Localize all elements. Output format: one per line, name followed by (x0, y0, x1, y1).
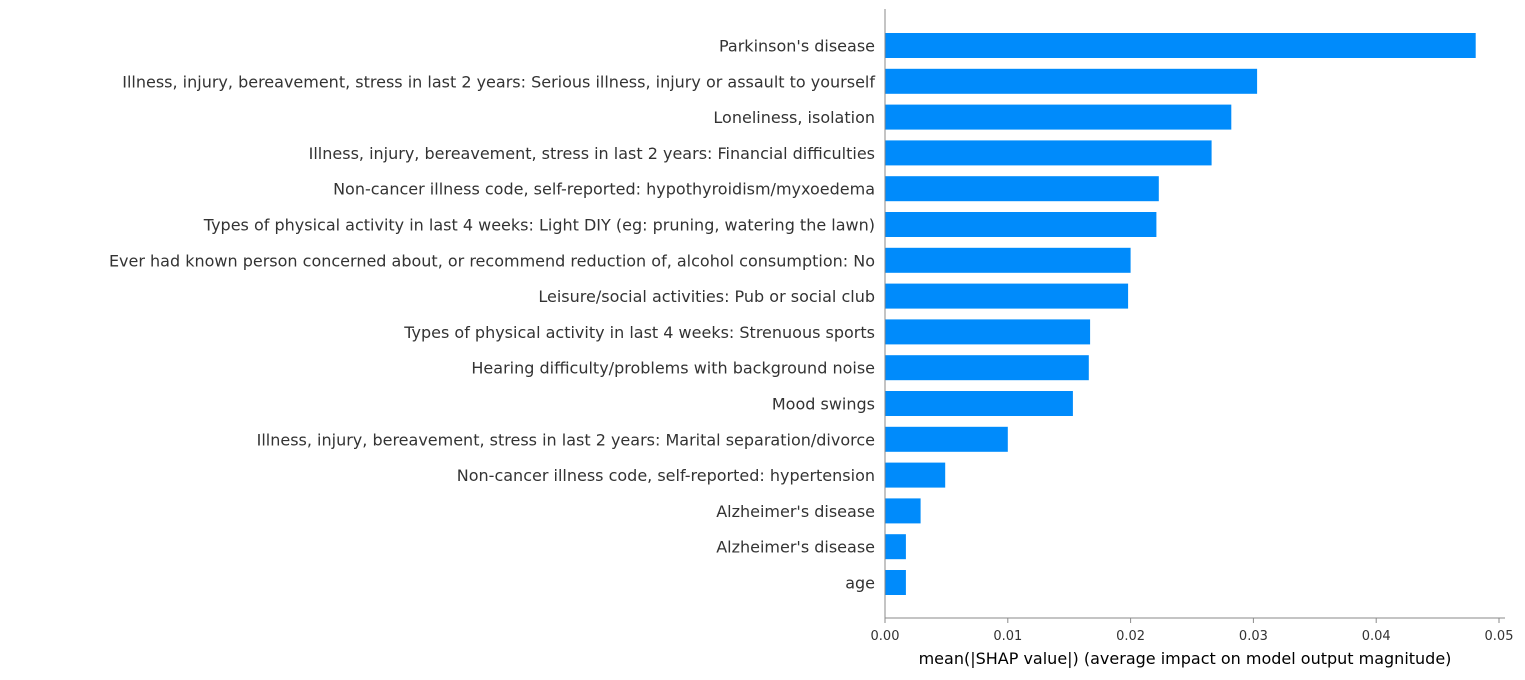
x-tick-label-1: 0.01 (993, 629, 1022, 644)
bar-7 (885, 283, 1129, 309)
bar-8 (885, 319, 1091, 345)
bar-10 (885, 391, 1073, 416)
category-label-13: Alzheimer's disease (716, 502, 875, 521)
category-label-12: Non-cancer illness code, self-reported: … (457, 466, 875, 485)
bar-14 (885, 534, 906, 560)
category-label-6: Ever had known person concerned about, o… (109, 251, 875, 270)
category-label-10: Mood swings (772, 395, 875, 414)
category-label-7: Leisure/social activities: Pub or social… (538, 287, 875, 306)
bar-12 (885, 462, 946, 488)
category-label-2: Loneliness, isolation (713, 108, 875, 127)
bar-1 (885, 68, 1258, 94)
x-tick-label-4: 0.04 (1362, 629, 1391, 644)
bar-11 (885, 426, 1008, 452)
bar-4 (885, 176, 1159, 202)
category-label-14: Alzheimer's disease (716, 538, 875, 557)
category-label-5: Types of physical activity in last 4 wee… (203, 216, 875, 235)
bar-0 (885, 33, 1476, 58)
bar-3 (885, 140, 1212, 166)
bar-6 (885, 247, 1131, 273)
category-label-1: Illness, injury, bereavement, stress in … (122, 72, 875, 91)
bar-9 (885, 355, 1089, 381)
x-axis-ticks: 0.00 0.01 0.02 0.03 0.04 0.05 (871, 618, 1514, 644)
category-label-3: Illness, injury, bereavement, stress in … (309, 144, 875, 163)
x-tick-label-0: 0.00 (871, 629, 900, 644)
bar-15 (885, 570, 906, 595)
bars-layer (885, 33, 1476, 595)
category-label-8: Types of physical activity in last 4 wee… (403, 323, 875, 342)
x-tick-label-5: 0.05 (1485, 629, 1514, 644)
bar-5 (885, 212, 1157, 237)
bar-13 (885, 498, 921, 524)
category-label-0: Parkinson's disease (719, 37, 875, 56)
category-labels: Parkinson's disease Illness, injury, bere… (109, 37, 875, 593)
category-label-9: Hearing difficulty/problems with backgro… (471, 359, 875, 378)
category-label-15: age (845, 574, 875, 593)
bar-2 (885, 104, 1232, 130)
category-label-4: Non-cancer illness code, self-reported: … (333, 180, 875, 199)
x-axis-title: mean(|SHAP value|) (average impact on mo… (919, 649, 1452, 668)
category-label-11: Illness, injury, bereavement, stress in … (257, 430, 875, 449)
x-tick-label-2: 0.02 (1116, 629, 1145, 644)
x-tick-label-3: 0.03 (1239, 629, 1268, 644)
